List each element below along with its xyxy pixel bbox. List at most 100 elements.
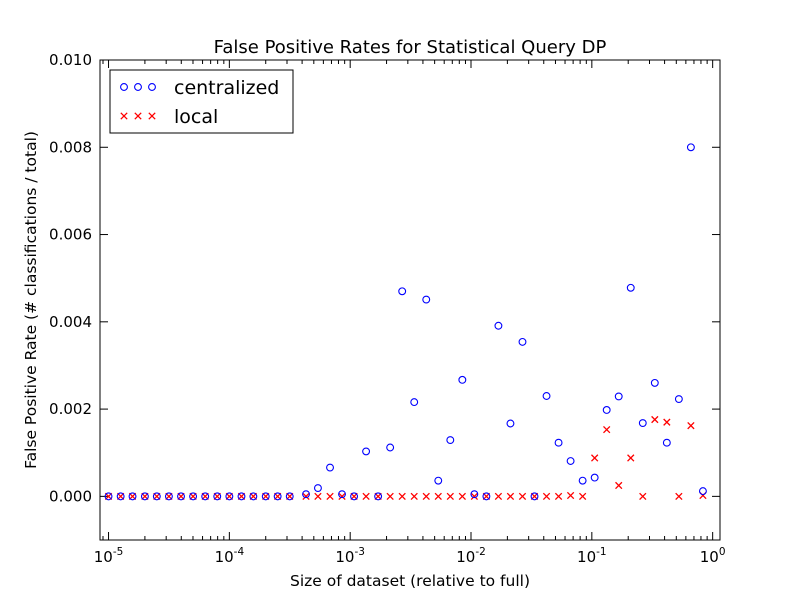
centralized-point	[662, 438, 671, 447]
plot-area	[100, 60, 720, 540]
centralized-point	[650, 378, 659, 387]
plot-frame	[99, 59, 721, 541]
centralized-point	[362, 447, 371, 456]
local-point	[386, 492, 394, 501]
centralized-point	[494, 321, 503, 330]
centralized-point	[273, 492, 282, 501]
centralized-point	[686, 143, 695, 152]
local-point	[128, 492, 137, 501]
legend: centralized local	[109, 69, 294, 134]
local-point	[663, 418, 671, 426]
x-tick-label: 10-1	[577, 546, 607, 566]
y-tick-label: 0.002	[49, 400, 92, 418]
centralized-point	[638, 419, 647, 428]
centralized-point	[189, 492, 198, 501]
local-point	[566, 491, 575, 500]
legend-box	[109, 69, 294, 134]
centralized-point	[398, 287, 407, 296]
legend-marker-centralized	[120, 83, 128, 91]
local-point	[518, 492, 527, 501]
centralized-point	[350, 492, 359, 501]
centralized-point	[374, 492, 383, 501]
legend-marker-centralized	[134, 83, 142, 91]
local-point	[530, 492, 539, 501]
centralized-point	[470, 490, 479, 499]
local-point	[249, 492, 258, 501]
local-point	[639, 492, 647, 501]
local-point	[458, 492, 466, 501]
local-point	[554, 492, 563, 501]
centralized-point	[225, 492, 234, 501]
centralized-point	[422, 295, 431, 304]
centralized-point	[152, 492, 161, 501]
centralized-point	[261, 492, 270, 501]
x-tick-label: 100	[700, 546, 726, 566]
local-point	[213, 492, 221, 501]
local-point	[603, 425, 611, 434]
centralized-point	[326, 463, 334, 472]
local-point	[482, 492, 491, 501]
centralized-point	[458, 375, 467, 384]
y-tick-label: 0.010	[49, 51, 92, 69]
legend-marker-local	[120, 112, 128, 120]
centralized-point	[410, 398, 419, 407]
centralized-point	[542, 392, 551, 400]
centralized-point	[249, 492, 258, 501]
centralized-point	[626, 283, 635, 292]
local-point	[398, 492, 406, 501]
centralized-point	[177, 492, 185, 501]
y-axis-label: False Positive Rate (# classifications /…	[22, 131, 40, 469]
centralized-point	[530, 492, 539, 501]
y-tick-label: 0.008	[49, 138, 92, 156]
y-tick-label: 0.004	[49, 313, 92, 331]
legend-label: local	[174, 106, 218, 128]
local-point	[494, 492, 503, 501]
centralized-point	[386, 443, 395, 452]
centralized-point	[578, 476, 587, 485]
local-point	[338, 492, 346, 501]
local-point	[362, 492, 370, 501]
local-point	[302, 492, 310, 501]
local-point	[201, 492, 209, 501]
legend-marker-local	[134, 112, 142, 120]
centralized-point	[554, 438, 563, 447]
x-tick-label: 10-3	[335, 546, 365, 566]
legend-label: centralized	[174, 77, 279, 99]
local-point	[470, 492, 479, 501]
local-point	[615, 481, 623, 490]
x-axis-label: Size of dataset (relative to full)	[290, 572, 530, 590]
local-point	[542, 492, 551, 501]
local-point	[189, 492, 197, 501]
centralized-point	[285, 492, 294, 501]
local-point	[273, 492, 282, 501]
centralized-point	[566, 457, 575, 465]
centralized-point	[590, 473, 599, 482]
centralized-point	[506, 419, 515, 428]
local-point	[165, 492, 173, 501]
centralized-point	[237, 492, 246, 501]
local-point	[627, 454, 635, 462]
legend-marker-centralized	[148, 83, 156, 91]
centralized-point	[104, 492, 113, 501]
local-point	[326, 492, 334, 501]
local-point	[262, 492, 270, 501]
local-point	[506, 492, 515, 501]
centralized-point	[116, 492, 125, 501]
local-point	[286, 492, 294, 501]
y-tick-label: 0.000	[49, 487, 92, 505]
centralized-point	[128, 492, 137, 501]
local-point	[578, 492, 587, 501]
local-point	[422, 492, 430, 501]
centralized-point	[302, 490, 310, 499]
centralized-point	[140, 492, 149, 501]
local-point	[675, 492, 683, 501]
centralized-point	[674, 395, 683, 404]
centralized-point	[602, 406, 611, 414]
local-point	[237, 492, 246, 501]
local-point	[350, 492, 358, 501]
local-point	[651, 415, 659, 424]
centralized-point	[698, 487, 707, 496]
local-point	[374, 492, 382, 501]
centralized-point	[313, 484, 322, 493]
